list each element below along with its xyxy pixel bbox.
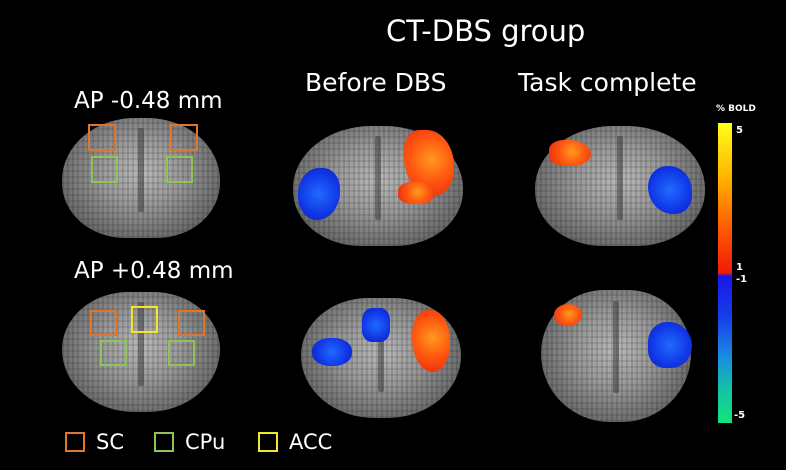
activation-negative xyxy=(648,166,692,214)
roi-sc-left xyxy=(88,124,116,151)
activation-positive xyxy=(549,140,591,166)
roi-acc xyxy=(131,306,158,333)
column-header-task: Task complete xyxy=(518,68,697,97)
colorbar-title: % BOLD xyxy=(716,104,756,114)
roi-cpu-left xyxy=(91,156,118,183)
colorbar-tick-minus-5: -5 xyxy=(734,410,746,421)
colorbar-tick-minus-1: -1 xyxy=(736,274,748,285)
activation-negative xyxy=(362,308,390,342)
roi-cpu-right xyxy=(166,156,193,183)
activation-positive xyxy=(398,182,434,204)
roi-sc-right xyxy=(170,124,198,151)
activation-positive xyxy=(412,310,450,372)
row-label-ap-minus: AP -0.48 mm xyxy=(74,88,223,114)
activation-positive xyxy=(554,304,582,326)
colorbar-tick-1: 1 xyxy=(736,262,743,273)
activation-negative xyxy=(298,168,340,220)
activation-negative xyxy=(312,338,352,366)
roi-sc-right-2 xyxy=(178,310,205,336)
activation-negative xyxy=(648,322,692,368)
colorbar xyxy=(718,123,732,423)
column-header-before: Before DBS xyxy=(305,68,447,97)
roi-sc-left-2 xyxy=(90,310,117,336)
legend-label-acc: ACC xyxy=(289,430,333,454)
legend-label-sc: SC xyxy=(96,430,124,454)
group-title: CT-DBS group xyxy=(386,14,586,48)
row-label-ap-plus: AP +0.48 mm xyxy=(74,258,234,284)
legend-swatch-cpu xyxy=(154,432,174,452)
colorbar-tick-5: 5 xyxy=(736,125,743,136)
roi-cpu-left-2 xyxy=(100,340,127,366)
legend-swatch-sc xyxy=(65,432,85,452)
legend-swatch-acc xyxy=(258,432,278,452)
legend-label-cpu: CPu xyxy=(185,430,226,454)
roi-cpu-right-2 xyxy=(168,340,195,366)
